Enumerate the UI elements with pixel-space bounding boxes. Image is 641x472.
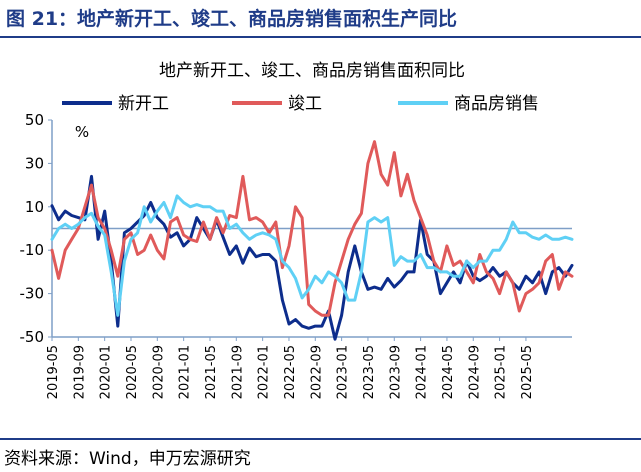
figure-title: 图 21：地产新开工、竣工、商品房销售面积生产同比 xyxy=(6,8,458,30)
y-tick-label: -50 xyxy=(20,328,45,346)
y-tick-label: 50 xyxy=(25,111,44,129)
source-note: 资料来源：Wind，申万宏源研究 xyxy=(4,449,251,469)
y-tick-label: -30 xyxy=(20,285,45,303)
series-line-0 xyxy=(50,174,574,341)
x-tick-label: 2022-09 xyxy=(309,345,324,399)
series-line-1 xyxy=(50,140,574,317)
x-tick-label: 2023-05 xyxy=(362,345,377,399)
x-tick-label: 2022-05 xyxy=(283,345,298,399)
x-tick-label: 2023-09 xyxy=(388,345,403,399)
y-tick-label: -10 xyxy=(20,241,45,259)
legend: 新开工 竣工 商品房销售 xyxy=(62,94,539,114)
y-tick-label: 10 xyxy=(25,198,44,216)
x-tick-label: 2022-01 xyxy=(257,345,272,399)
x-tick-label: 2020-05 xyxy=(125,345,140,399)
line-chart: 地产新开工、竣工、商品房销售面积同比 新开工 竣工 商品房销售 50 30 10 -10 -… xyxy=(20,61,574,399)
legend-label: 商品房销售 xyxy=(454,94,539,114)
chart-title: 地产新开工、竣工、商品房销售面积同比 xyxy=(159,61,465,81)
x-tick-label: 2024-01 xyxy=(415,345,430,399)
x-tick-label: 2024-05 xyxy=(441,345,456,399)
x-tick-label: 2023-01 xyxy=(336,345,351,399)
series-line-2 xyxy=(50,194,574,317)
x-tick-label: 2024-09 xyxy=(467,345,482,399)
x-tick-label: 2021-05 xyxy=(204,345,219,399)
legend-label: 竣工 xyxy=(288,94,322,114)
legend-label: 新开工 xyxy=(118,94,169,114)
x-tick-label: 2020-09 xyxy=(151,345,166,399)
y-tick-label: 30 xyxy=(25,154,44,172)
x-tick-label: 2021-09 xyxy=(230,345,245,399)
source-rule xyxy=(0,438,641,440)
x-tick-label: 2019-09 xyxy=(72,345,87,399)
x-tick-label: 2019-05 xyxy=(46,345,61,399)
title-rule xyxy=(0,36,641,38)
y-unit-label: % xyxy=(75,123,89,141)
x-tick-label: 2021-01 xyxy=(178,345,193,399)
x-tick-label: 2025-01 xyxy=(494,345,509,399)
x-tick-label: 2025-05 xyxy=(520,345,535,399)
series-lines xyxy=(50,140,574,341)
x-tick-label: 2020-01 xyxy=(99,345,114,399)
